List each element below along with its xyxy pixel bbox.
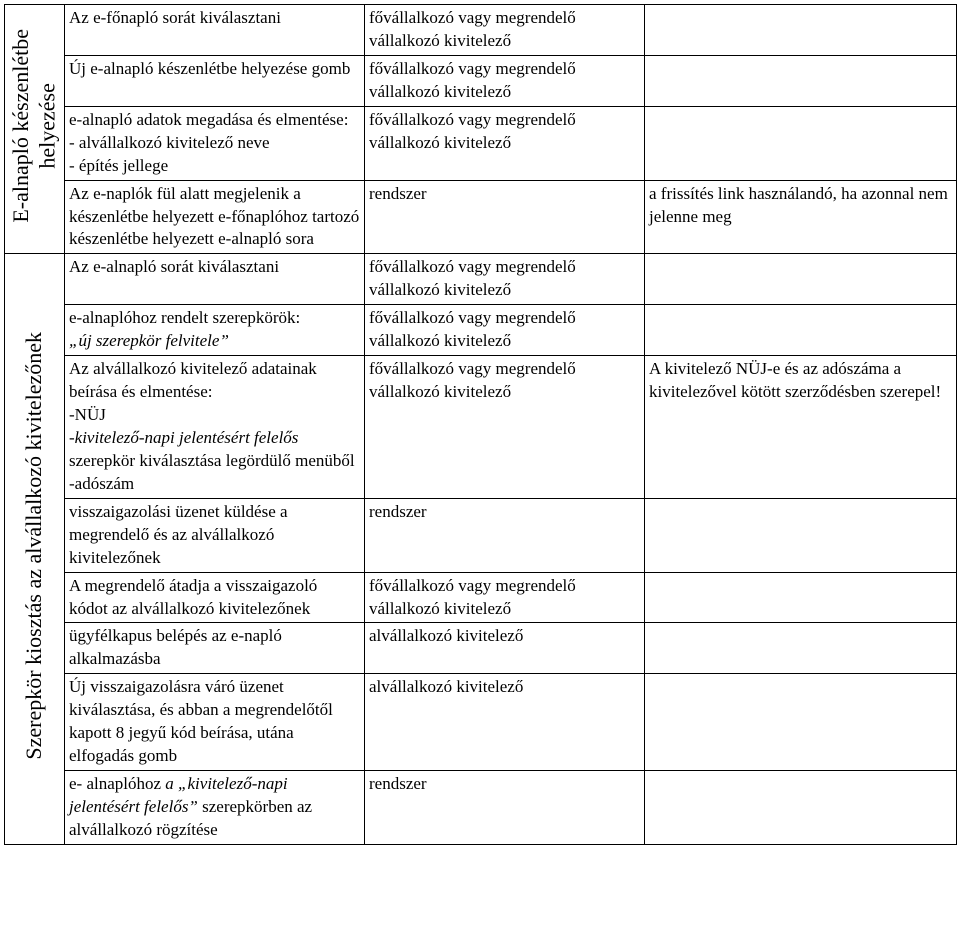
table-row: A megrendelő átadja a visszaigazoló kódo… (5, 572, 957, 623)
note (645, 106, 957, 180)
table-row: E-alnapló készenlétbehelyezéseAz e-főnap… (5, 5, 957, 56)
table-row: Új e-alnapló készenlétbe helyezése gombf… (5, 55, 957, 106)
table-row: Az alvállalkozó kivitelező adatainak beí… (5, 356, 957, 499)
note (645, 674, 957, 771)
actor: rendszer (365, 180, 645, 254)
process-table: E-alnapló készenlétbehelyezéseAz e-főnap… (4, 4, 957, 845)
note (645, 5, 957, 56)
step-description: e- alnaplóhoz a „kivitelező-napi jelenté… (65, 771, 365, 845)
actor: fővállalkozó vagy megrendelő vállalkozó … (365, 106, 645, 180)
step-description: Új e-alnapló készenlétbe helyezése gomb (65, 55, 365, 106)
note (645, 572, 957, 623)
note (645, 771, 957, 845)
step-description: Az e-naplók fül alatt megjelenik a késze… (65, 180, 365, 254)
table-row: Az e-naplók fül alatt megjelenik a késze… (5, 180, 957, 254)
group-header-1: E-alnapló készenlétbehelyezése (5, 5, 65, 254)
actor: rendszer (365, 498, 645, 572)
note: a frissítés link használandó, ha azonnal… (645, 180, 957, 254)
group-header-2: Szerepkör kiosztás az alvállalkozó kivit… (5, 254, 65, 845)
table-row: visszaigazolási üzenet küldése a megrend… (5, 498, 957, 572)
step-description: e-alnapló adatok megadása és elmentése:-… (65, 106, 365, 180)
actor: rendszer (365, 771, 645, 845)
actor: fővállalkozó vagy megrendelő vállalkozó … (365, 572, 645, 623)
table-row: ügyfélkapus belépés az e-napló alkalmazá… (5, 623, 957, 674)
actor: fővállalkozó vagy megrendelő vállalkozó … (365, 305, 645, 356)
step-description: e-alnaplóhoz rendelt szerepkörök:„új sze… (65, 305, 365, 356)
step-description: Az e-főnapló sorát kiválasztani (65, 5, 365, 56)
table-row: e- alnaplóhoz a „kivitelező-napi jelenté… (5, 771, 957, 845)
note: A kivitelező NÜJ-e és az adószáma a kivi… (645, 356, 957, 499)
table-row: Szerepkör kiosztás az alvállalkozó kivit… (5, 254, 957, 305)
step-description: visszaigazolási üzenet küldése a megrend… (65, 498, 365, 572)
step-description: Az e-alnapló sorát kiválasztani (65, 254, 365, 305)
actor: alvállalkozó kivitelező (365, 623, 645, 674)
note (645, 254, 957, 305)
actor: alvállalkozó kivitelező (365, 674, 645, 771)
actor: fővállalkozó vagy megrendelő vállalkozó … (365, 254, 645, 305)
table-row: e-alnaplóhoz rendelt szerepkörök:„új sze… (5, 305, 957, 356)
step-description: A megrendelő átadja a visszaigazoló kódo… (65, 572, 365, 623)
actor: fővállalkozó vagy megrendelő vállalkozó … (365, 356, 645, 499)
step-description: ügyfélkapus belépés az e-napló alkalmazá… (65, 623, 365, 674)
note (645, 498, 957, 572)
table-row: e-alnapló adatok megadása és elmentése:-… (5, 106, 957, 180)
note (645, 305, 957, 356)
group-header-1-label: E-alnapló készenlétbehelyezése (6, 25, 63, 227)
actor: fővállalkozó vagy megrendelő vállalkozó … (365, 5, 645, 56)
actor: fővállalkozó vagy megrendelő vállalkozó … (365, 55, 645, 106)
step-description: Új visszaigazolásra váró üzenet kiválasz… (65, 674, 365, 771)
step-description: Az alvállalkozó kivitelező adatainak beí… (65, 356, 365, 499)
table-row: Új visszaigazolásra váró üzenet kiválasz… (5, 674, 957, 771)
note (645, 55, 957, 106)
note (645, 623, 957, 674)
group-header-2-label: Szerepkör kiosztás az alvállalkozó kivit… (19, 328, 49, 764)
